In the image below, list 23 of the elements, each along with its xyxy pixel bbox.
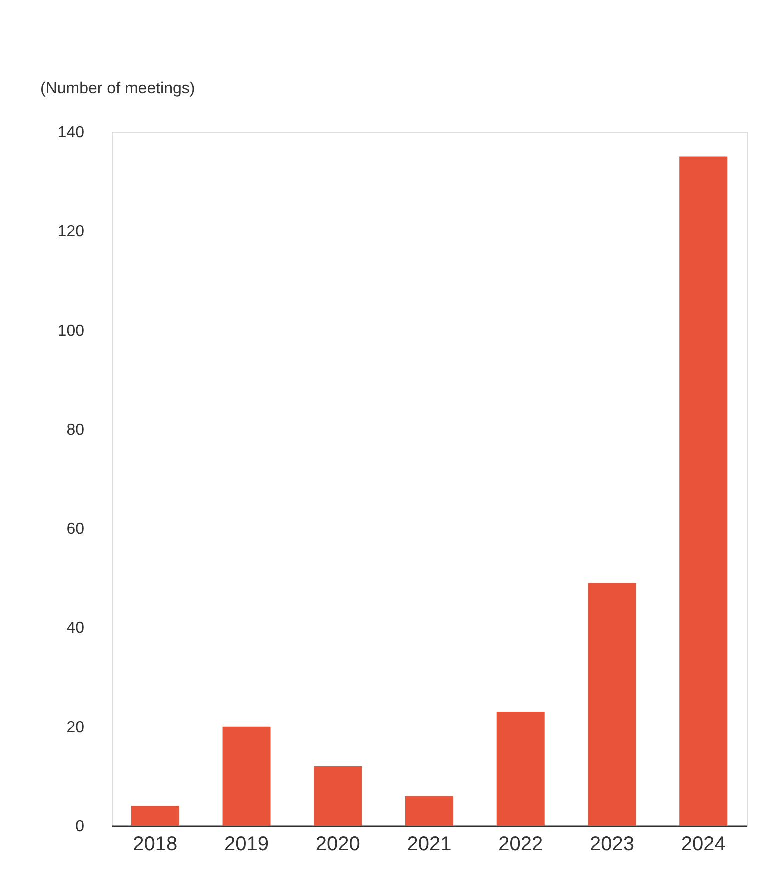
y-tick-label: 100 xyxy=(58,322,85,340)
bar xyxy=(131,806,180,826)
x-tick-label: 2024 xyxy=(681,834,726,856)
y-tick-label: 20 xyxy=(66,719,85,736)
y-tick-label: 120 xyxy=(58,224,85,241)
y-tick-label: 140 xyxy=(58,124,85,142)
x-tick-label: 2023 xyxy=(590,834,634,856)
x-tick-label: 2021 xyxy=(407,834,452,856)
bar xyxy=(680,156,728,826)
bar xyxy=(496,712,545,826)
bar xyxy=(222,726,271,826)
x-tick-label: 2019 xyxy=(224,834,270,856)
bar xyxy=(314,766,362,826)
y-tick-label: 60 xyxy=(66,521,85,538)
x-tick-label: 2018 xyxy=(133,834,178,856)
bar xyxy=(406,796,454,826)
y-tick-label: 0 xyxy=(76,818,85,836)
y-tick-label: 40 xyxy=(66,620,85,638)
y-axis-title: (Number of meetings) xyxy=(40,80,196,98)
y-tick-label: 80 xyxy=(66,422,85,439)
x-tick-label: 2022 xyxy=(498,834,544,856)
x-tick-label: 2020 xyxy=(316,834,360,856)
bar xyxy=(588,583,636,826)
